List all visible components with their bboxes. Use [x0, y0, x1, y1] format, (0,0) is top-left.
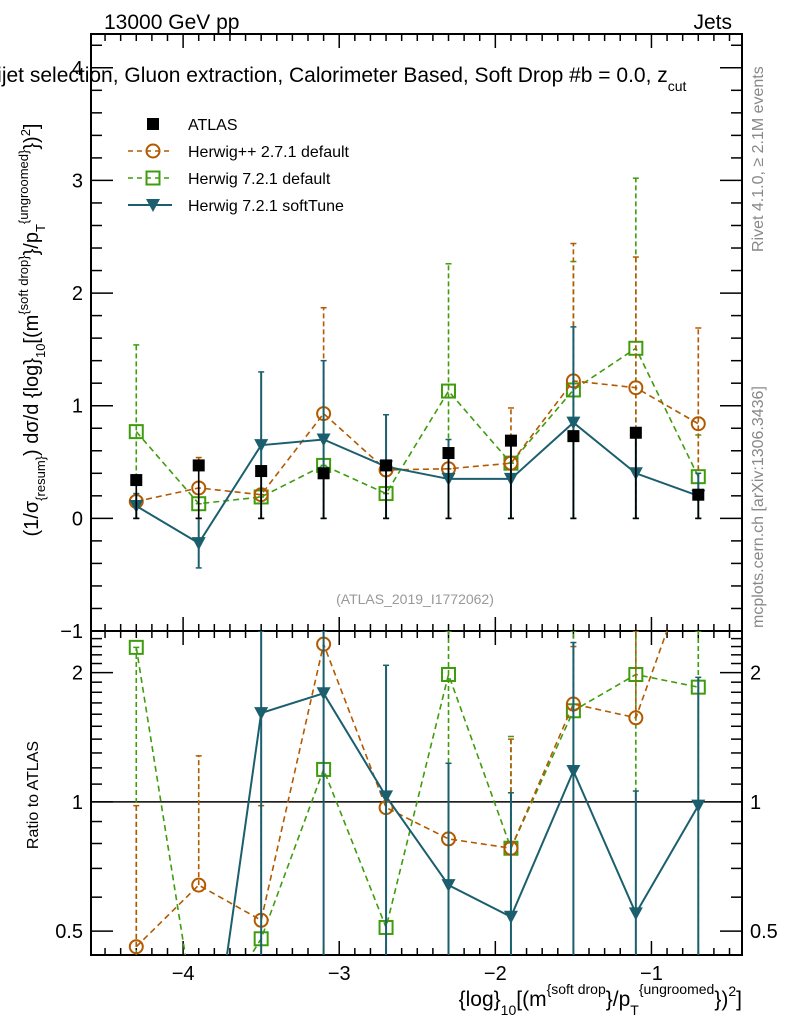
- data-point-atlas: [567, 430, 580, 443]
- legend: ATLAS Herwig++ 2.7.1 default Herwig 7.2.1 …: [128, 117, 350, 215]
- y-tick-label: 4: [72, 58, 83, 80]
- data-point-atlas: [692, 488, 705, 501]
- data-point-softtune: [316, 433, 331, 447]
- ratio-series-softtune: [129, 631, 706, 1021]
- header-right-label: Jets: [693, 11, 732, 34]
- data-point-atlas: [192, 459, 205, 472]
- legend-item-softtune: Herwig 7.2.1 softTune: [128, 198, 344, 215]
- series-softtune: [129, 326, 706, 569]
- series-atlas: [130, 426, 705, 520]
- legend-item-herwigpp: Herwig++ 2.7.1 default: [128, 143, 350, 161]
- x-tick-label: −3: [328, 963, 351, 985]
- series-line-herwigpp: [136, 380, 699, 503]
- data-point-herwig7: [128, 424, 144, 440]
- data-point-herwigpp: [628, 380, 644, 396]
- y-tick-label: 0: [72, 508, 83, 530]
- legend-marker: [147, 118, 159, 130]
- ratio-point-softtune: [691, 799, 706, 813]
- y-tick-label: 3: [72, 170, 83, 192]
- main-panel: −1 0 1 2 3 4 ATLAS Herwig++ 2.7.1 default Herwig…: [60, 33, 743, 643]
- data-point-atlas: [130, 474, 143, 487]
- ratio-point-softtune: [441, 879, 456, 893]
- y-tick-label: −1: [60, 621, 83, 643]
- ratio-y-tick-label-right: 1: [750, 792, 761, 814]
- ratio-point-softtune: [566, 765, 581, 779]
- series-line-herwig7: [135, 347, 700, 505]
- ratio-point-softtune: [254, 707, 269, 721]
- ratio-series-herwig7: [128, 631, 706, 955]
- legend-label: Herwig 7.2.1 softTune: [188, 198, 344, 215]
- analysis-id-label: (ATLAS_2019_I1772062): [336, 591, 494, 607]
- data-point-atlas: [504, 434, 517, 447]
- legend-marker: [145, 170, 161, 186]
- ratio-point-herwigpp: [628, 710, 644, 726]
- ratio-point-softtune: [628, 907, 643, 921]
- ratio-point-herwigpp: [692, 537, 705, 550]
- ratio-y-tick-label-right: 2: [750, 663, 761, 685]
- plot-title-main: Dijet selection, Gluon extraction, Calor…: [0, 64, 668, 87]
- legend-label: Herwig 7.2.1 default: [188, 171, 331, 188]
- ratio-y-tick-label: 1: [72, 792, 83, 814]
- data-point-softtune: [191, 537, 206, 551]
- plot-title-subscript: cut: [668, 78, 687, 94]
- data-point-atlas: [255, 465, 268, 478]
- series-herwig7: [128, 177, 706, 520]
- mcplots-label: mcplots.cern.ch [arXiv:1306.3436]: [750, 386, 767, 628]
- ratio-point-softtune: [316, 687, 331, 701]
- legend-marker: [145, 143, 161, 159]
- ratio-line-herwigpp: [135, 631, 668, 948]
- ratio-y-tick-label: 2: [72, 663, 83, 685]
- series-herwigpp: [128, 242, 706, 520]
- ratio-point-herwig7: [441, 666, 457, 682]
- y-tick-label: 2: [72, 283, 83, 305]
- data-point-herwigpp: [690, 416, 706, 432]
- ratio-y-tick-label: 0.5: [55, 921, 83, 943]
- ratio-point-softtune: [129, 1008, 143, 1021]
- ratio-y-axis-label: Ratio to ATLAS: [25, 741, 42, 849]
- legend-item-atlas: ATLAS: [147, 117, 238, 134]
- plot-title: Dijet selection, Gluon extraction, Calor…: [0, 64, 687, 94]
- ratio-point-softtune: [379, 790, 394, 804]
- data-point-atlas: [442, 447, 455, 460]
- ratio-point-herwig7: [128, 639, 144, 655]
- ratio-y-tick-label-right: 0.5: [750, 921, 778, 943]
- x-tick-label: −4: [172, 963, 195, 985]
- legend-label: ATLAS: [188, 117, 238, 134]
- data-point-herwig7: [441, 383, 457, 399]
- legend-item-herwig7: Herwig 7.2.1 default: [128, 170, 331, 188]
- data-point-atlas: [317, 467, 330, 480]
- data-point-softtune: [566, 416, 581, 430]
- x-tick-label: −1: [640, 963, 663, 985]
- y-tick-label: 1: [72, 396, 83, 418]
- ratio-line-herwig7: [135, 647, 699, 955]
- data-point-atlas: [629, 426, 642, 439]
- x-tick-label: −2: [484, 963, 507, 985]
- ratio-point-herwigpp: [128, 939, 144, 955]
- main-y-axis-label: (1/σ{resum}) dσ/d {log}10[(m{soft drop}}…: [16, 123, 48, 536]
- ratio-frame: [90, 630, 743, 956]
- data-point-atlas: [380, 459, 393, 472]
- rivet-label: Rivet 4.1.0, ≥ 2.1M events: [750, 66, 767, 252]
- ratio-line-softtune: [225, 692, 700, 955]
- data-point-softtune: [254, 439, 269, 453]
- ratio-point-herwigpp: [191, 877, 207, 893]
- ratio-panel: −4 −3 −2 −1 0.5 0.5 1 1 2 2: [55, 537, 778, 1021]
- header-left-label: 13000 GeV pp: [104, 11, 239, 34]
- x-axis-label: {log}10[(m{soft drop}/pT{ungroomed})2]: [459, 981, 742, 1018]
- ratio-point-softtune: [503, 910, 518, 924]
- legend-label: Herwig++ 2.7.1 default: [188, 144, 350, 161]
- legend-marker: [146, 199, 160, 212]
- series-line-softtune: [135, 421, 699, 545]
